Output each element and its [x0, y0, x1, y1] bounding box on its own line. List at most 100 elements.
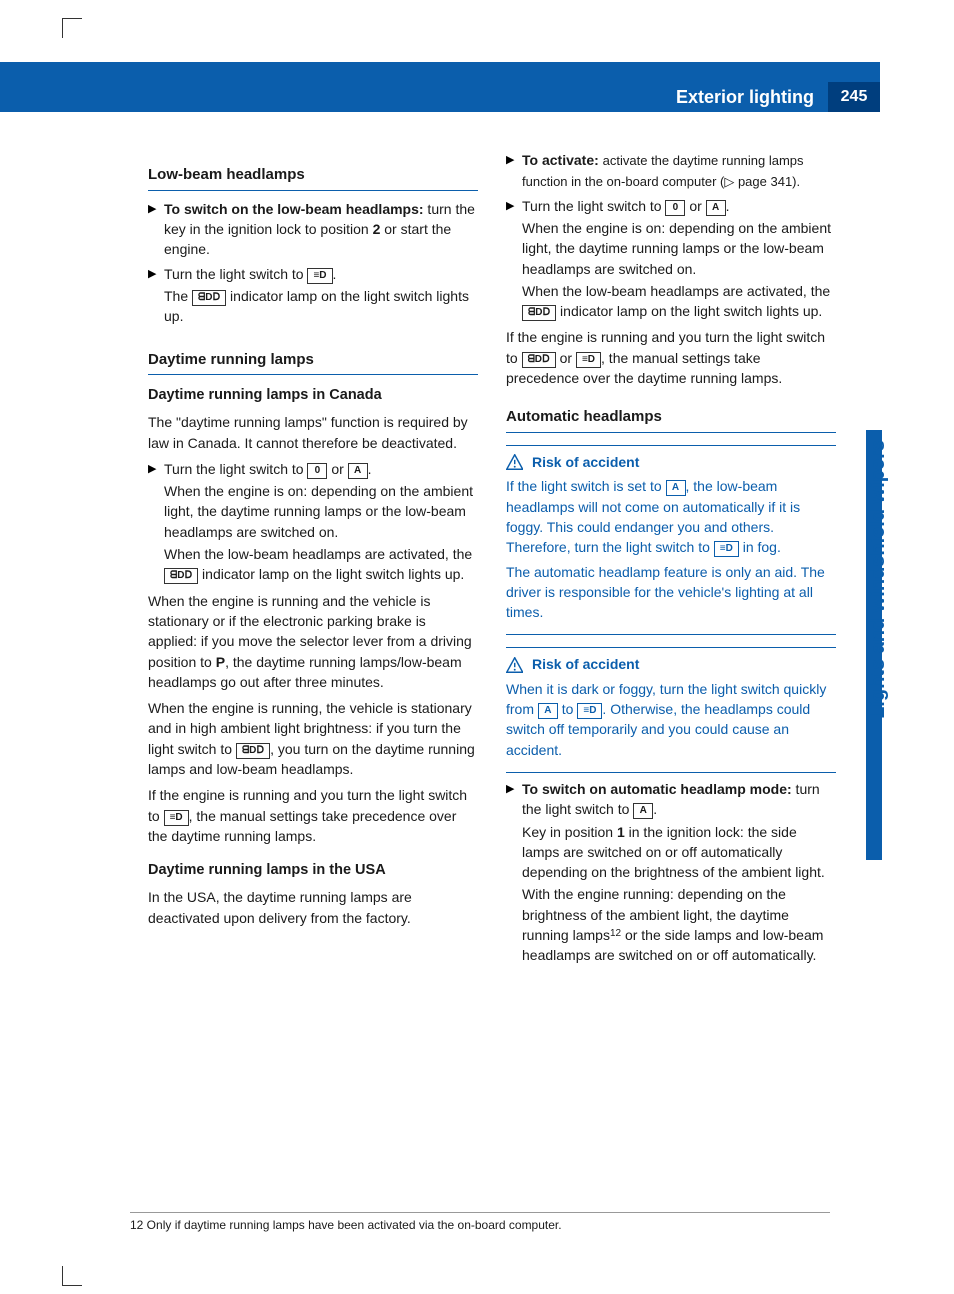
text: When the engine is on: depending on the … — [522, 218, 836, 279]
crop-mark-bl — [62, 1266, 82, 1286]
text: . — [333, 266, 337, 282]
warning-title: Risk of accident — [532, 654, 639, 674]
label: To activate: — [522, 152, 603, 168]
bullet-text: To switch on the low-beam headlamps: tur… — [164, 199, 478, 260]
text: to — [558, 701, 577, 717]
warning-header-1: Risk of accident — [506, 445, 836, 472]
para-parking-brake: When the engine is running and the vehic… — [148, 591, 478, 692]
text: or — [685, 198, 705, 214]
text: Turn the light switch to — [522, 198, 665, 214]
bullet-text: To activate: activate the daytime runnin… — [522, 150, 836, 192]
left-column: Low-beam headlamps ▶ To switch on the lo… — [148, 150, 478, 970]
page-header: Exterior lighting 245 — [0, 82, 880, 112]
warn-text: When it is dark or foggy, turn the light… — [506, 679, 836, 760]
para-manual-precedence-r: If the engine is running and you turn th… — [506, 327, 836, 388]
bullet-turn-switch-r: ▶ Turn the light switch to 0 or A. When … — [506, 196, 836, 322]
content-area: Low-beam headlamps ▶ To switch on the lo… — [148, 150, 838, 970]
label: To switch on the low-beam headlamps: — [164, 201, 424, 217]
text: When the engine is on: depending on the … — [164, 481, 478, 542]
para-ambient-light: When the engine is running, the vehicle … — [148, 698, 478, 779]
footnote-ref: 12 — [610, 928, 621, 939]
warning-body-2: When it is dark or foggy, turn the light… — [506, 679, 836, 773]
text: When the low-beam headlamps are activate… — [164, 544, 478, 585]
headlamp-symbol: ᗺDᗞ — [522, 352, 556, 368]
text: When the low-beam headlamps are activate… — [522, 283, 830, 299]
label: To switch on automatic headlamp mode: — [522, 781, 792, 797]
bullet-switch-on-lowbeam: ▶ To switch on the low-beam headlamps: t… — [148, 199, 478, 260]
heading-drl-canada: Daytime running lamps in Canada — [148, 385, 478, 406]
heading-lowbeam: Low-beam headlamps — [148, 164, 478, 191]
warn-text: The automatic headlamp feature is only a… — [506, 562, 836, 623]
heading-drl-usa: Daytime running lamps in the USA — [148, 860, 478, 881]
text: in fog. — [739, 539, 781, 555]
lowbeam-symbol: ≡D — [577, 703, 602, 719]
bullet-icon: ▶ — [506, 150, 522, 192]
para-usa-deactivated: In the USA, the daytime running lamps ar… — [148, 887, 478, 928]
warning-header-2: Risk of accident — [506, 647, 836, 674]
zero-symbol: 0 — [665, 200, 685, 216]
warning-body-1: If the light switch is set to A, the low… — [506, 476, 836, 635]
bullet-icon: ▶ — [506, 196, 522, 322]
auto-symbol: A — [348, 463, 368, 479]
text: . — [653, 801, 657, 817]
page-number: 245 — [828, 82, 880, 112]
para-canada-law: The "daytime running lamps" function is … — [148, 412, 478, 453]
auto-symbol: A — [538, 703, 558, 719]
text: or — [327, 461, 347, 477]
headlamp-symbol: ᗺDᗞ — [522, 305, 556, 321]
bullet-to-activate: ▶ To activate: activate the daytime runn… — [506, 150, 836, 192]
lowbeam-symbol: ≡D — [307, 268, 332, 284]
heading-drl: Daytime running lamps — [148, 349, 478, 376]
auto-symbol: A — [633, 803, 653, 819]
text: Key in position 1 in the ignition lock: … — [522, 822, 836, 883]
right-column: ▶ To activate: activate the daytime runn… — [506, 150, 836, 970]
heading-autoheadlamps: Automatic headlamps — [506, 406, 836, 433]
text: When the low-beam headlamps are activate… — [164, 546, 472, 562]
text: The ᗺDᗞ indicator lamp on the light swit… — [164, 286, 478, 327]
text: Key in position — [522, 824, 617, 840]
headlamp-symbol: ᗺDᗞ — [192, 290, 226, 306]
lowbeam-symbol: ≡D — [164, 810, 189, 826]
auto-symbol: A — [666, 480, 686, 496]
headlamp-symbol: ᗺDᗞ — [164, 568, 198, 584]
crop-mark-tl — [62, 18, 82, 38]
bullet-icon: ▶ — [148, 264, 164, 327]
text: , the manual settings take precedence ov… — [148, 808, 456, 844]
text: If the light switch is set to — [506, 478, 666, 494]
bullet-auto-mode: ▶ To switch on automatic headlamp mode: … — [506, 779, 836, 966]
lowbeam-symbol: ≡D — [576, 352, 601, 368]
text: When the low-beam headlamps are activate… — [522, 281, 836, 322]
text: The — [164, 288, 192, 304]
text: With the engine running: depending on th… — [522, 884, 836, 965]
footnote: 12 Only if daytime running lamps have be… — [130, 1212, 830, 1234]
bullet-turn-switch: ▶ Turn the light switch to ≡D. The ᗺDᗞ i… — [148, 264, 478, 327]
warn-text: If the light switch is set to A, the low… — [506, 476, 836, 557]
text: Turn the light switch to — [164, 461, 307, 477]
text: or — [556, 350, 576, 366]
bullet-icon: ▶ — [148, 199, 164, 260]
bullet-text: Turn the light switch to ≡D. The ᗺDᗞ ind… — [164, 264, 478, 327]
pos-1: 1 — [617, 824, 625, 840]
text: Turn the light switch to — [164, 266, 307, 282]
lowbeam-symbol: ≡D — [714, 541, 739, 557]
para-manual-precedence: If the engine is running and you turn th… — [148, 785, 478, 846]
bullet-text: Turn the light switch to 0 or A. When th… — [164, 459, 478, 585]
text: indicator lamp on the light switch light… — [556, 303, 822, 319]
zero-symbol: 0 — [307, 463, 327, 479]
pos-p: P — [216, 654, 225, 670]
headlamp-symbol: ᗺDᗞ — [236, 743, 270, 759]
text: . — [368, 461, 372, 477]
bullet-icon: ▶ — [506, 779, 522, 966]
section-title: Exterior lighting — [676, 84, 828, 110]
auto-symbol: A — [706, 200, 726, 216]
thumb-tab-label: Lights and windshield wipers — [864, 440, 893, 719]
bullet-drl-switch: ▶ Turn the light switch to 0 or A. When … — [148, 459, 478, 585]
bullet-text: Turn the light switch to 0 or A. When th… — [522, 196, 836, 322]
warning-title: Risk of accident — [532, 452, 639, 472]
text: indicator lamp on the light switch light… — [198, 566, 464, 582]
bullet-icon: ▶ — [148, 459, 164, 585]
warning-icon — [506, 657, 524, 673]
warning-icon — [506, 454, 524, 470]
bullet-text: To switch on automatic headlamp mode: tu… — [522, 779, 836, 966]
text: . — [726, 198, 730, 214]
